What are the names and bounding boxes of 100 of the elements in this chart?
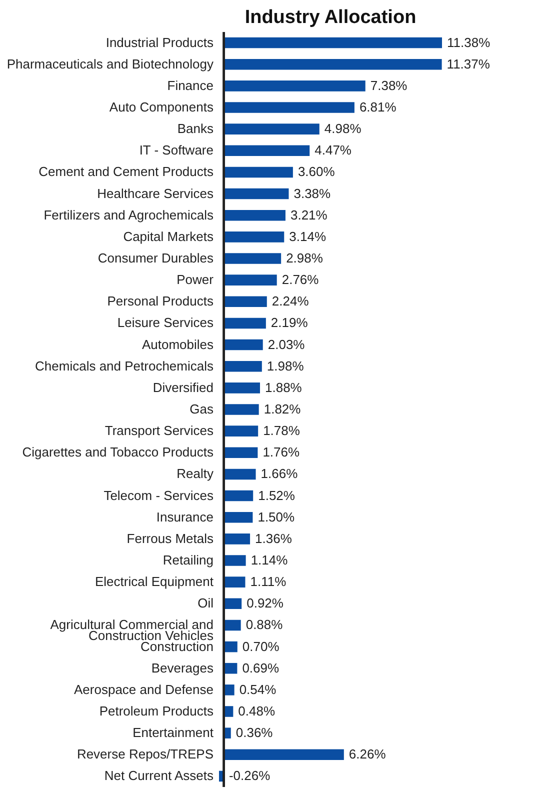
y-tick-label: Realty bbox=[176, 466, 214, 482]
y-tick-label: Chemicals and Petrochemicals bbox=[35, 358, 214, 374]
data-label: 0.69% bbox=[242, 660, 280, 676]
bar bbox=[224, 576, 246, 588]
bar bbox=[224, 339, 263, 350]
bar bbox=[224, 662, 238, 674]
y-tick-label: Insurance bbox=[156, 509, 214, 524]
y-tick-label: Telecom - Services bbox=[104, 488, 214, 503]
bar bbox=[224, 145, 310, 156]
y-tick-label: Entertainment bbox=[132, 725, 214, 740]
bar bbox=[224, 58, 442, 70]
data-label: 0.48% bbox=[238, 704, 276, 718]
bar bbox=[224, 274, 277, 286]
y-tick-label: Capital Markets bbox=[123, 228, 214, 244]
y-tick-label: IT - Software bbox=[139, 142, 214, 158]
y-tick-label: Leisure Services bbox=[117, 315, 214, 330]
bar bbox=[224, 512, 253, 523]
data-label: 0.70% bbox=[242, 638, 280, 654]
data-label: -0.26% bbox=[228, 768, 271, 784]
data-label: 1.88% bbox=[265, 380, 302, 395]
data-label: 3.14% bbox=[289, 228, 326, 244]
data-label: 3.21% bbox=[290, 207, 328, 222]
y-tick-label: Aerospace and Defense bbox=[74, 682, 214, 697]
bar bbox=[224, 534, 250, 544]
y-tick-label: Pharmaceuticals and Biotechnology bbox=[6, 56, 214, 72]
bar bbox=[224, 210, 286, 221]
bar bbox=[224, 253, 282, 264]
y-tick-label: Automobiles bbox=[142, 336, 214, 352]
bar bbox=[224, 124, 320, 134]
y-tick-label: Banks bbox=[177, 121, 214, 136]
bar bbox=[224, 468, 256, 480]
bar bbox=[224, 684, 234, 696]
y-tick-label: Cement and Cement Products bbox=[38, 164, 214, 180]
bar bbox=[224, 360, 262, 372]
data-label: 3.38% bbox=[294, 186, 332, 201]
y-tick-label: Oil bbox=[198, 596, 214, 611]
bar bbox=[224, 404, 259, 415]
y-tick-label: Beverages bbox=[151, 660, 214, 676]
data-label: 0.88% bbox=[246, 617, 284, 632]
bar bbox=[224, 318, 266, 329]
data-label: 4.98% bbox=[324, 121, 362, 136]
data-label: 0.36% bbox=[236, 725, 274, 740]
y-tick-label: Consumer Durables bbox=[98, 250, 214, 266]
y-tick-label: Finance bbox=[167, 78, 214, 93]
y-tick-label: Petroleum Products bbox=[99, 704, 214, 718]
data-label: 0.92% bbox=[246, 596, 284, 611]
bar bbox=[224, 166, 293, 178]
data-label: 1.14% bbox=[250, 552, 288, 568]
y-tick-label: Retailing bbox=[162, 552, 214, 568]
bar bbox=[224, 641, 238, 652]
bar bbox=[224, 102, 354, 113]
bar bbox=[224, 382, 260, 394]
y-tick-label: Electrical Equipment bbox=[95, 574, 214, 590]
data-label: 1.36% bbox=[255, 530, 292, 546]
y-tick-label: Transport Services bbox=[104, 423, 214, 438]
y-tick-label: Net Current Assets bbox=[104, 768, 214, 784]
data-label: 2.03% bbox=[268, 336, 306, 352]
data-label: 2.76% bbox=[282, 272, 320, 288]
bar bbox=[224, 232, 284, 242]
bar bbox=[224, 555, 246, 566]
y-tick-label: Personal Products bbox=[107, 294, 214, 309]
y-tick-label: Industrial Products bbox=[106, 34, 214, 50]
y-tick-label: Auto Components bbox=[109, 100, 214, 114]
data-label: 1.76% bbox=[262, 444, 300, 460]
data-label: 4.47% bbox=[314, 142, 352, 158]
data-label: 1.82% bbox=[264, 402, 302, 416]
data-label: 1.98% bbox=[266, 358, 304, 374]
data-label: 1.11% bbox=[250, 574, 287, 590]
y-tick-label: Cigarettes and Tobacco Products bbox=[22, 444, 214, 460]
data-label: 11.38% bbox=[447, 34, 491, 50]
data-label: 6.26% bbox=[348, 746, 386, 762]
data-label: 2.98% bbox=[286, 250, 324, 266]
bar bbox=[224, 620, 241, 631]
bar bbox=[224, 37, 442, 48]
y-tick-label: Healthcare Services bbox=[97, 186, 214, 201]
y-tick-label: Reverse Repos/TREPS bbox=[76, 746, 214, 762]
bar bbox=[224, 80, 366, 92]
y-tick-label: Diversified bbox=[152, 380, 214, 395]
chart-title: Industry Allocation bbox=[244, 7, 416, 28]
y-tick-label: Fertilizers and Agrochemicals bbox=[44, 207, 214, 222]
y-tick-label: Gas bbox=[190, 402, 214, 416]
y-tick-label: Power bbox=[176, 272, 214, 288]
data-label: 1.50% bbox=[258, 509, 296, 524]
data-label: 2.24% bbox=[272, 294, 310, 309]
data-label: 0.54% bbox=[239, 682, 277, 697]
bar bbox=[224, 598, 242, 610]
bar bbox=[224, 490, 254, 502]
data-label: 7.38% bbox=[370, 78, 408, 93]
data-label: 1.78% bbox=[263, 423, 300, 438]
data-label: 3.60% bbox=[298, 164, 336, 180]
bar bbox=[224, 749, 344, 760]
y-tick-label: Ferrous Metals bbox=[126, 530, 214, 546]
data-label: 1.52% bbox=[258, 488, 296, 503]
bar bbox=[224, 447, 258, 458]
bar bbox=[224, 426, 258, 436]
data-label: 1.66% bbox=[260, 466, 298, 482]
bar bbox=[224, 296, 267, 308]
data-label: 11.37% bbox=[446, 56, 490, 72]
data-label: 2.19% bbox=[270, 315, 308, 330]
bar bbox=[224, 188, 289, 200]
